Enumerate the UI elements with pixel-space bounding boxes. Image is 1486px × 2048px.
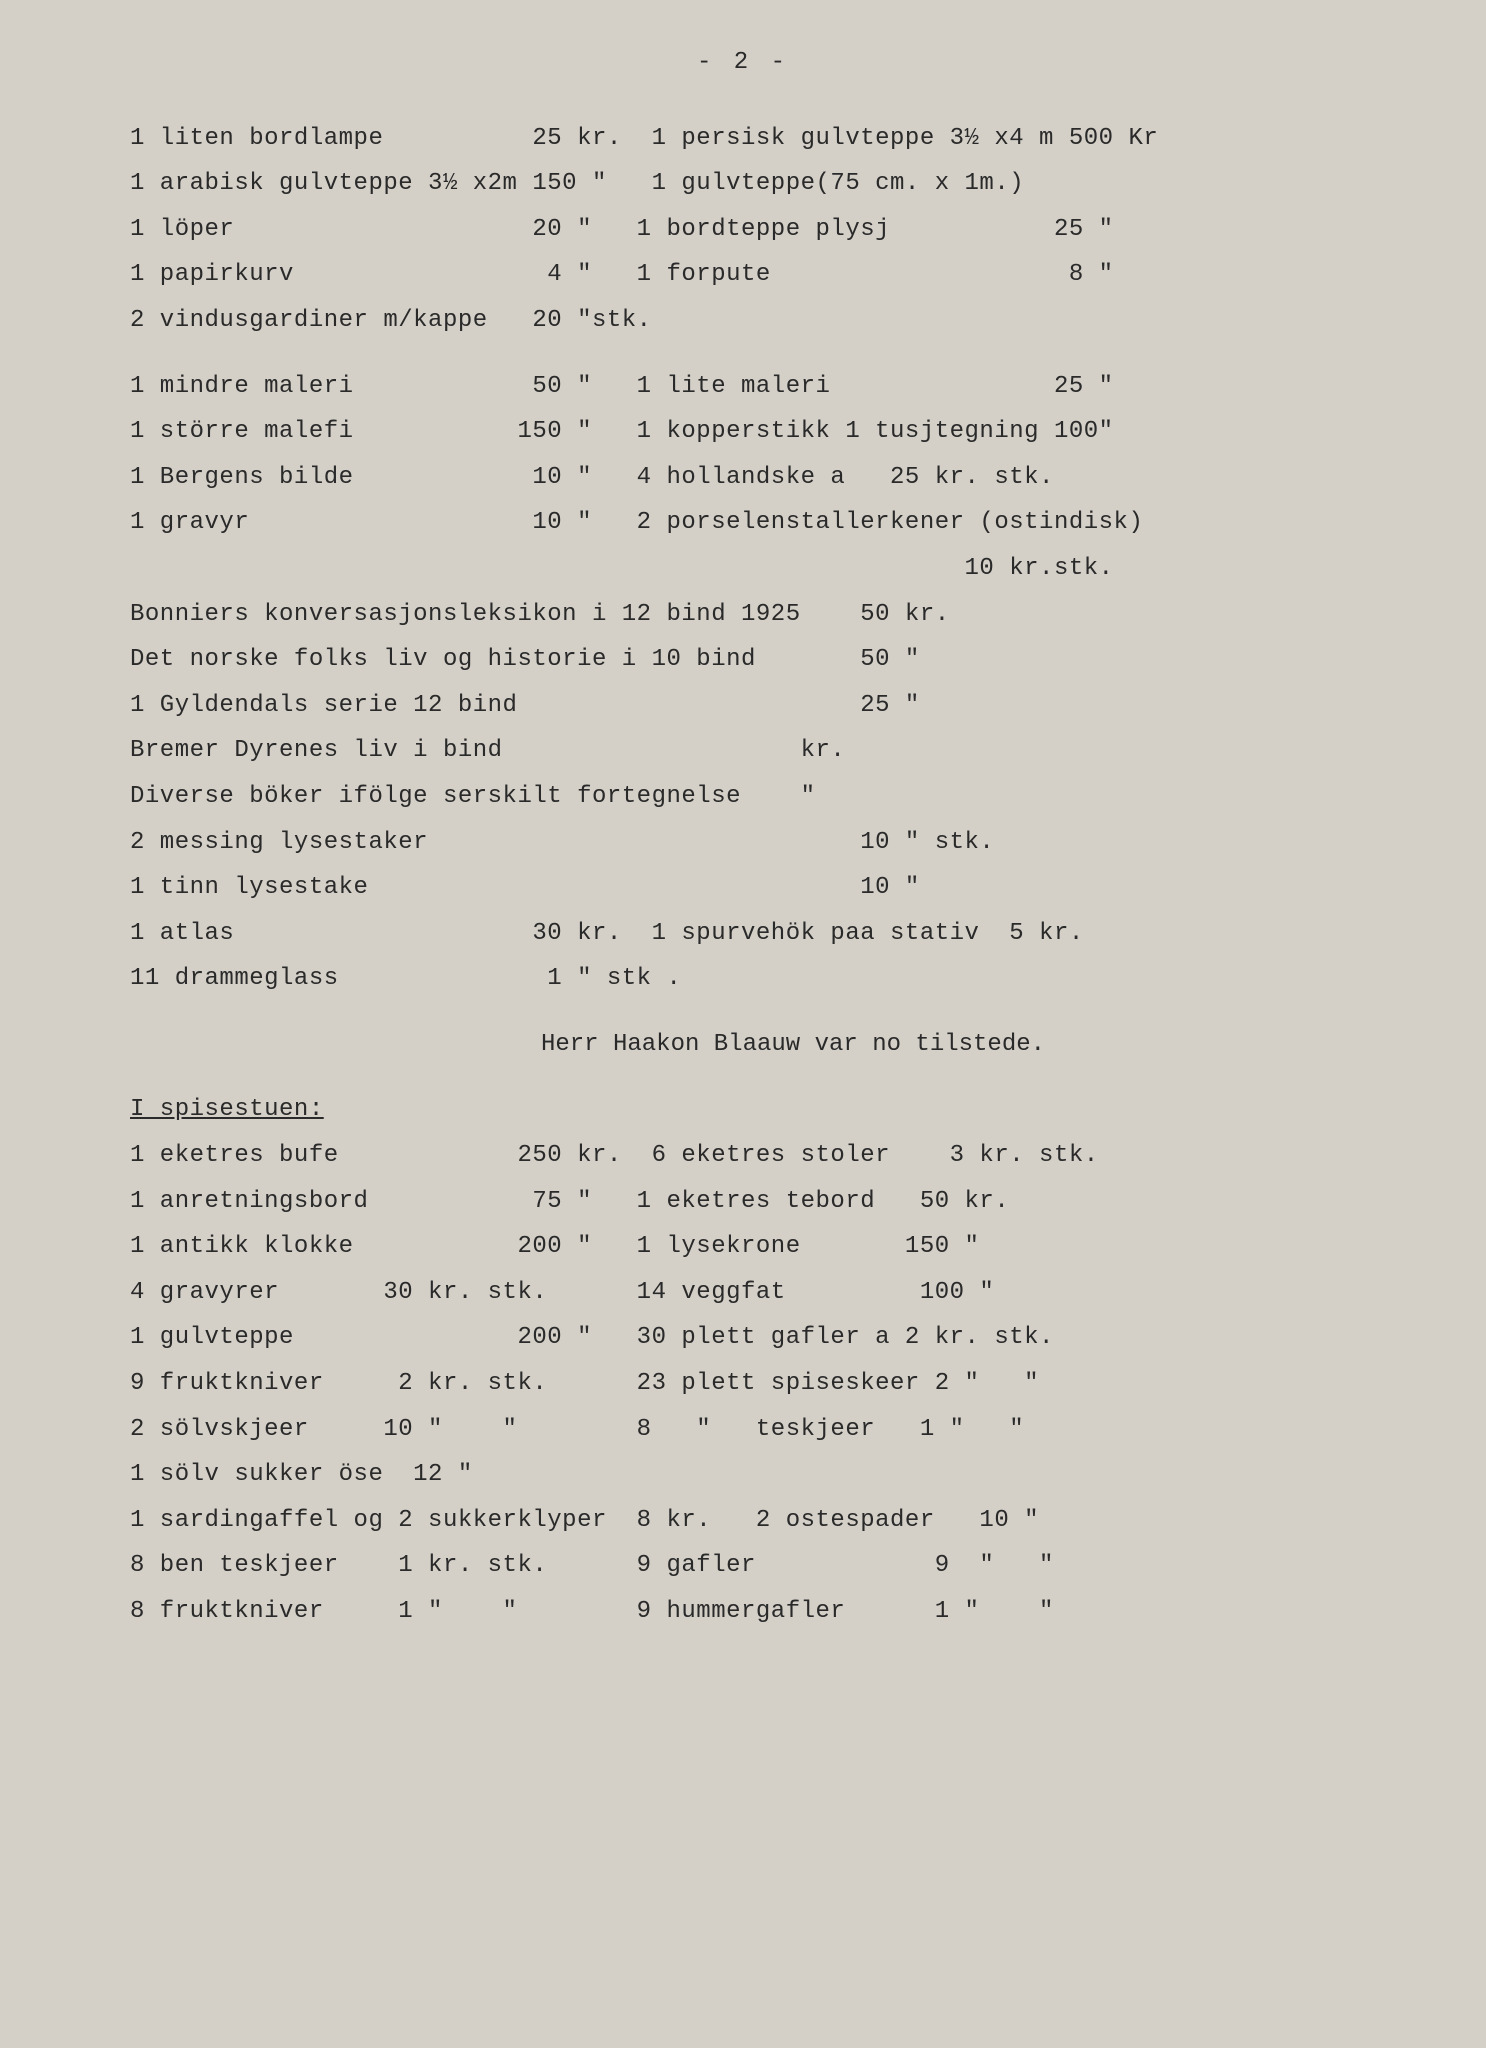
text-line: Bremer Dyrenes liv i bind kr. [130, 728, 1456, 774]
text-line: 1 papirkurv 4 " 1 forpute 8 " [130, 252, 1456, 298]
text-line: Bonniers konversasjonsleksikon i 12 bind… [130, 592, 1456, 638]
text-line: 1 arabisk gulvteppe 3½ x2m 150 " 1 gulvt… [130, 161, 1456, 207]
text-line: 1 mindre maleri 50 " 1 lite maleri 25 " [130, 364, 1456, 410]
text-line: 1 löper 20 " 1 bordteppe plysj 25 " [130, 207, 1456, 253]
section-heading: I spisestuen: [130, 1087, 1456, 1133]
text-line: Det norske folks liv og historie i 10 bi… [130, 637, 1456, 683]
text-line: 1 atlas 30 kr. 1 spurvehök paa stativ 5 … [130, 911, 1456, 957]
text-line: 1 Bergens bilde 10 " 4 hollandske a 25 k… [130, 455, 1456, 501]
text-line: 2 messing lysestaker 10 " stk. [130, 820, 1456, 866]
text-line: 1 antikk klokke 200 " 1 lysekrone 150 " [130, 1224, 1456, 1270]
page-number: - 2 - [30, 40, 1456, 86]
text-line: 10 kr.stk. [130, 546, 1456, 592]
text-line: 4 gravyrer 30 kr. stk. 14 veggfat 100 " [130, 1270, 1456, 1316]
text-line: 1 liten bordlampe 25 kr. 1 persisk gulvt… [130, 116, 1456, 162]
text-line: 2 sölvskjeer 10 " " 8 " teskjeer 1 " " [130, 1407, 1456, 1453]
text-line: 1 Gyldendals serie 12 bind 25 " [130, 683, 1456, 729]
text-line: 1 gravyr 10 " 2 porselenstallerkener (os… [130, 500, 1456, 546]
text-line: 11 drammeglass 1 " stk . [130, 956, 1456, 1002]
line-gap [130, 344, 1456, 364]
text-line: 1 gulvteppe 200 " 30 plett gafler a 2 kr… [130, 1315, 1456, 1361]
document-content: 1 liten bordlampe 25 kr. 1 persisk gulvt… [30, 116, 1456, 1635]
text-line: 2 vindusgardiner m/kappe 20 "stk. [130, 298, 1456, 344]
text-line: 1 större malefi 150 " 1 kopperstikk 1 tu… [130, 409, 1456, 455]
text-line: 1 sardingaffel og 2 sukkerklyper 8 kr. 2… [130, 1498, 1456, 1544]
text-line: 9 fruktkniver 2 kr. stk. 23 plett spises… [130, 1361, 1456, 1407]
text-line: 1 eketres bufe 250 kr. 6 eketres stoler … [130, 1133, 1456, 1179]
text-line: 1 sölv sukker öse 12 " [130, 1452, 1456, 1498]
text-line: 8 ben teskjeer 1 kr. stk. 9 gafler 9 " " [130, 1543, 1456, 1589]
text-line: Diverse böker ifölge serskilt fortegnels… [130, 774, 1456, 820]
centered-note: Herr Haakon Blaauw var no tilstede. [130, 1022, 1456, 1068]
text-line: 1 tinn lysestake 10 " [130, 865, 1456, 911]
text-line: 1 anretningsbord 75 " 1 eketres tebord 5… [130, 1179, 1456, 1225]
text-line: 8 fruktkniver 1 " " 9 hummergafler 1 " " [130, 1589, 1456, 1635]
